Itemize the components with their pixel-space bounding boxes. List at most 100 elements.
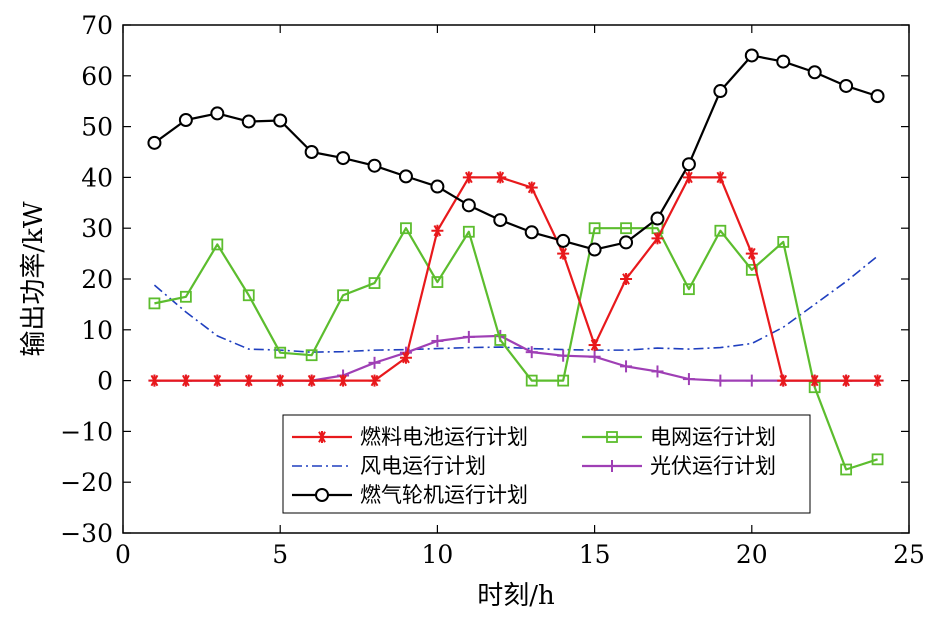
series-3-point (462, 330, 475, 343)
legend-swatch-marker (606, 460, 618, 472)
series-4-point (367, 158, 382, 173)
series-0-point (337, 374, 350, 387)
y-tick-label: 70 (81, 11, 113, 40)
y-tick-label: 20 (81, 265, 113, 294)
series-1-point (525, 374, 538, 387)
series-4-point (556, 233, 571, 248)
series-1-point (337, 289, 349, 302)
series-1-point (179, 290, 192, 303)
x-tick-label: 10 (421, 540, 453, 569)
legend-label: 光伏运行计划 (650, 454, 776, 478)
x-tick-label: 5 (272, 540, 288, 569)
series-4-point (398, 169, 413, 184)
legend-swatch-marker (315, 488, 329, 502)
y-tick-label: 50 (81, 113, 113, 142)
series-4-point (713, 84, 728, 99)
series-3-point (431, 334, 444, 347)
series-1-point (683, 283, 695, 296)
legend-label: 电网运行计划 (650, 425, 776, 449)
series-4-point (336, 151, 351, 166)
series-1-point (148, 297, 161, 310)
y-tick-label: 0 (97, 367, 113, 396)
legend-entry: 电网运行计划 (582, 425, 776, 449)
x-tick-label: 20 (736, 540, 768, 569)
series-0-point (494, 171, 507, 184)
y-tick-label: −10 (60, 417, 113, 446)
series-1-point (242, 289, 255, 302)
y-tick-label: 30 (81, 214, 113, 243)
series-1-point (368, 277, 381, 289)
series-0-point (525, 181, 538, 194)
series-1-point (777, 236, 790, 248)
y-tick-label: 40 (81, 163, 113, 192)
series-0-point (620, 273, 633, 285)
series-1-point (840, 463, 853, 476)
series-0-point (840, 374, 853, 387)
series-0-point (808, 374, 821, 387)
series-0-point (462, 171, 475, 184)
series-4-point (524, 225, 539, 240)
series-0-point (211, 374, 224, 387)
y-tick-label: 60 (81, 62, 113, 91)
series-4 (147, 48, 885, 257)
series-4-point (776, 54, 791, 69)
y-tick-label: −20 (60, 468, 113, 497)
series-4-point (870, 89, 885, 104)
series-layer (147, 48, 885, 476)
series-1-point (431, 276, 444, 288)
legend-label: 风电运行计划 (360, 454, 486, 478)
series-0-point (777, 374, 790, 387)
series-0-point (242, 374, 255, 387)
series-4-point (461, 198, 476, 213)
series-0-point (651, 232, 664, 245)
series-3-point (525, 346, 538, 359)
series-0-point (557, 247, 570, 260)
series-0-point (431, 224, 444, 237)
series-3-point (557, 349, 570, 362)
series-4-point (619, 235, 634, 250)
series-0-point (399, 351, 412, 364)
series-0 (148, 171, 884, 387)
series-4-point (839, 78, 854, 93)
series-4-point (147, 135, 162, 150)
legend-label: 燃料电池运行计划 (360, 425, 528, 449)
series-0-point (368, 374, 381, 387)
axis-ticks: 0 5 10 15 20 25 −30 −20 −10 0 10 20 30 40 50 60 70 (60, 11, 925, 569)
series-1-point (557, 374, 570, 387)
x-tick-label: 15 (579, 540, 611, 569)
series-4-point (273, 113, 288, 128)
series-4-point (807, 65, 822, 80)
series-0-point (179, 374, 192, 387)
series-3-point (651, 365, 664, 378)
series-1-point (462, 225, 475, 238)
series-0-point (682, 171, 695, 184)
series-3-point (588, 350, 601, 363)
series-1-point (714, 224, 727, 237)
series-1 (148, 222, 884, 476)
x-axis-label: 时刻/h (477, 581, 555, 611)
legend-entry: 风电运行计划 (292, 454, 486, 478)
series-0-point (274, 374, 287, 387)
series-1-point (274, 346, 287, 359)
series-3-point (745, 374, 758, 387)
series-0-point (745, 247, 758, 260)
series-1-point (620, 222, 632, 235)
series-4-point (587, 242, 602, 257)
series-0-point (588, 339, 601, 352)
series-4-point (650, 211, 665, 226)
series-3-point (714, 374, 727, 387)
y-axis-label: 输出功率/kW (19, 201, 49, 357)
series-4-point (304, 145, 319, 159)
series-4-point (493, 213, 508, 228)
series-4-point (681, 157, 696, 172)
series-0-point (871, 374, 884, 387)
legend-entry: 光伏运行计划 (582, 454, 776, 478)
legend-entry: 燃气轮机运行计划 (292, 483, 528, 507)
series-1-point (871, 453, 884, 466)
series-0-point (148, 374, 161, 387)
legend-label: 燃气轮机运行计划 (360, 483, 528, 507)
y-tick-label: −30 (60, 519, 113, 548)
series-3-point (368, 356, 381, 369)
